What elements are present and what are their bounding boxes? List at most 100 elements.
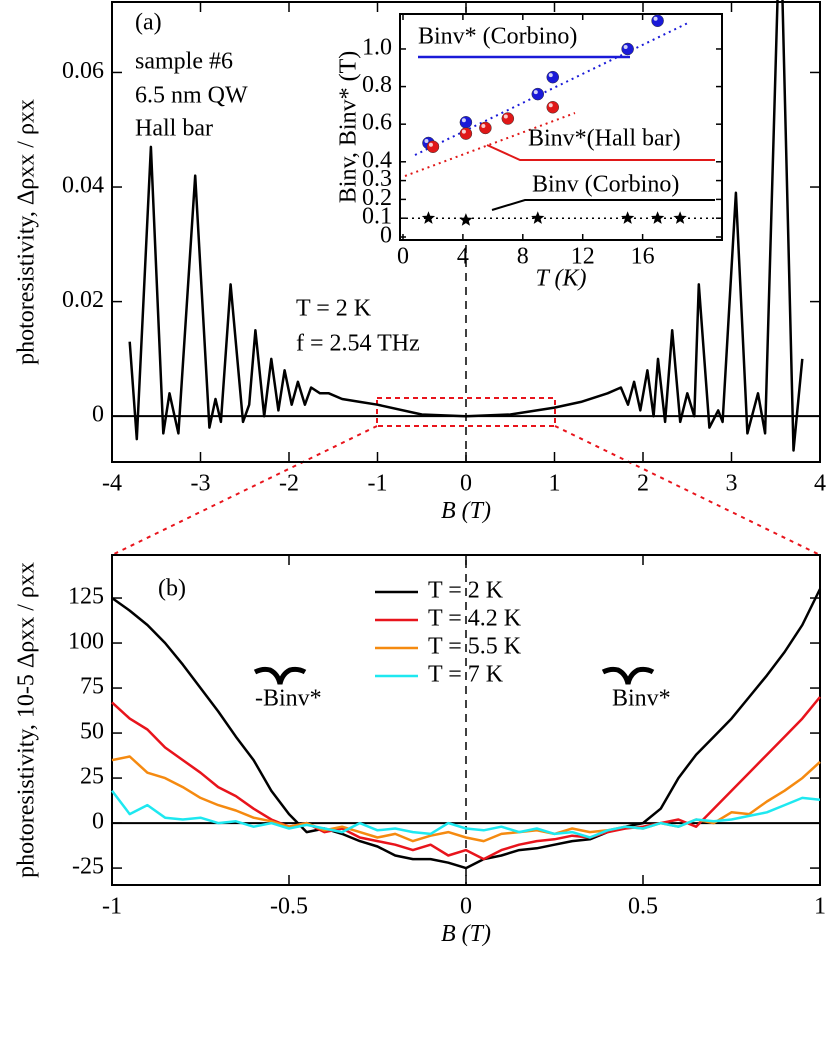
legend-label: T = 4.2 K (428, 606, 522, 632)
x-axis-label: B (T) (441, 921, 491, 947)
point-highlight (548, 103, 553, 108)
x-tick-label: -0.5 (270, 893, 308, 919)
annotation: f = 2.54 THz (296, 331, 420, 357)
y-tick-label: 75 (80, 674, 104, 700)
brace (601, 666, 655, 685)
legend-label: T = 2 K (428, 578, 504, 604)
y-tick-label: -25 (72, 854, 104, 880)
y-tick-label: 0.1 (362, 204, 392, 230)
point (459, 116, 473, 129)
star-marker (650, 211, 665, 224)
y-tick-label: 0 (380, 222, 392, 248)
y-tick-label: 0.06 (62, 58, 104, 84)
point-highlight (503, 114, 508, 119)
annotation: Binv* (612, 686, 671, 712)
x-tick-label: 4 (814, 470, 826, 496)
zoom-line (111, 425, 378, 556)
x-tick-label: 0 (460, 893, 472, 919)
annotation: T = 2 K (296, 296, 372, 322)
point (546, 70, 560, 84)
annotation: Binv*(Hall bar) (528, 126, 681, 152)
y-tick-label: 0.02 (62, 287, 104, 313)
annotation: 6.5 nm QW (135, 83, 248, 109)
fit-line (404, 112, 576, 177)
x-tick-label: 0 (397, 244, 409, 270)
pointer (486, 144, 715, 161)
y-axis-label: photoresistivity, Δρxx / ρxx (14, 99, 40, 365)
y-tick-label: 25 (80, 764, 104, 790)
panel-label: (b) (158, 576, 186, 602)
data-line (111, 789, 821, 839)
y-axis-label: Binv, Binv* (T) (336, 51, 362, 203)
x-tick-label: -1 (368, 470, 388, 496)
y-tick-label: 0.3 (362, 166, 392, 192)
legend-label: T = 5.5 K (428, 634, 522, 660)
data-line (128, 0, 804, 452)
annotation: Binv* (Corbino) (418, 24, 577, 50)
point-highlight (461, 118, 466, 123)
x-tick-label: 1 (549, 470, 561, 496)
point-highlight (653, 16, 658, 21)
star-marker (673, 211, 687, 224)
point (546, 101, 560, 114)
y-tick-label: 0 (92, 809, 104, 835)
x-tick-label: -3 (191, 470, 211, 496)
x-axis-label: T (K) (536, 265, 587, 291)
point-highlight (548, 73, 553, 78)
point (531, 87, 545, 101)
brace (253, 666, 307, 685)
x-tick-label: -4 (102, 470, 122, 496)
x-tick-label: 0 (460, 470, 472, 496)
pointer (491, 199, 715, 211)
x-tick-label: -1 (102, 893, 122, 919)
x-tick-label: 0.5 (628, 893, 658, 919)
y-tick-label: 0.8 (362, 72, 392, 98)
star-marker (531, 211, 545, 224)
point (621, 42, 634, 56)
y-tick-label: 1.0 (362, 34, 392, 60)
point-highlight (428, 142, 433, 147)
annotation: -Binv* (255, 686, 322, 712)
y-tick-label: 125 (68, 584, 104, 610)
y-tick-label: 0.4 (362, 147, 392, 173)
point (426, 140, 440, 153)
point-highlight (481, 123, 486, 128)
point-highlight (623, 44, 628, 49)
y-tick-label: 100 (68, 629, 104, 655)
legend-label: T = 7 K (428, 662, 504, 688)
point-highlight (424, 138, 429, 143)
zoom-box (376, 397, 556, 427)
annotation: Binv (Corbino) (532, 172, 679, 198)
x-tick-label: 1 (814, 893, 826, 919)
y-tick-label: 0.2 (362, 185, 392, 211)
x-tick-label: 3 (726, 470, 738, 496)
point-highlight (533, 90, 538, 95)
inset-bg (400, 14, 722, 240)
annotation: Hall bar (135, 116, 213, 142)
x-tick-label: 8 (517, 244, 529, 270)
y-axis-label: photoresistivity, 10-5 Δρxx / ρxx (14, 562, 40, 878)
x-tick-label: 12 (571, 244, 595, 270)
panel-label: (a) (135, 10, 162, 36)
x-tick-label: 4 (457, 244, 469, 270)
point (501, 112, 515, 125)
zoom-line (554, 425, 821, 556)
star-marker (459, 213, 473, 226)
star-marker (621, 211, 635, 224)
y-tick-label: 50 (80, 719, 104, 745)
point (651, 14, 664, 28)
plot-frame (399, 13, 723, 241)
x-axis-label: B (T) (441, 498, 491, 524)
y-tick-label: 0.04 (62, 173, 104, 199)
x-tick-label: 2 (637, 470, 649, 496)
y-tick-label: 0 (92, 402, 104, 428)
point (459, 127, 473, 140)
point-highlight (461, 129, 466, 134)
star-marker (421, 211, 436, 224)
y-tick-label: 0.6 (362, 110, 392, 136)
x-tick-label: -2 (279, 470, 299, 496)
data-line (111, 588, 822, 870)
point (479, 121, 492, 135)
